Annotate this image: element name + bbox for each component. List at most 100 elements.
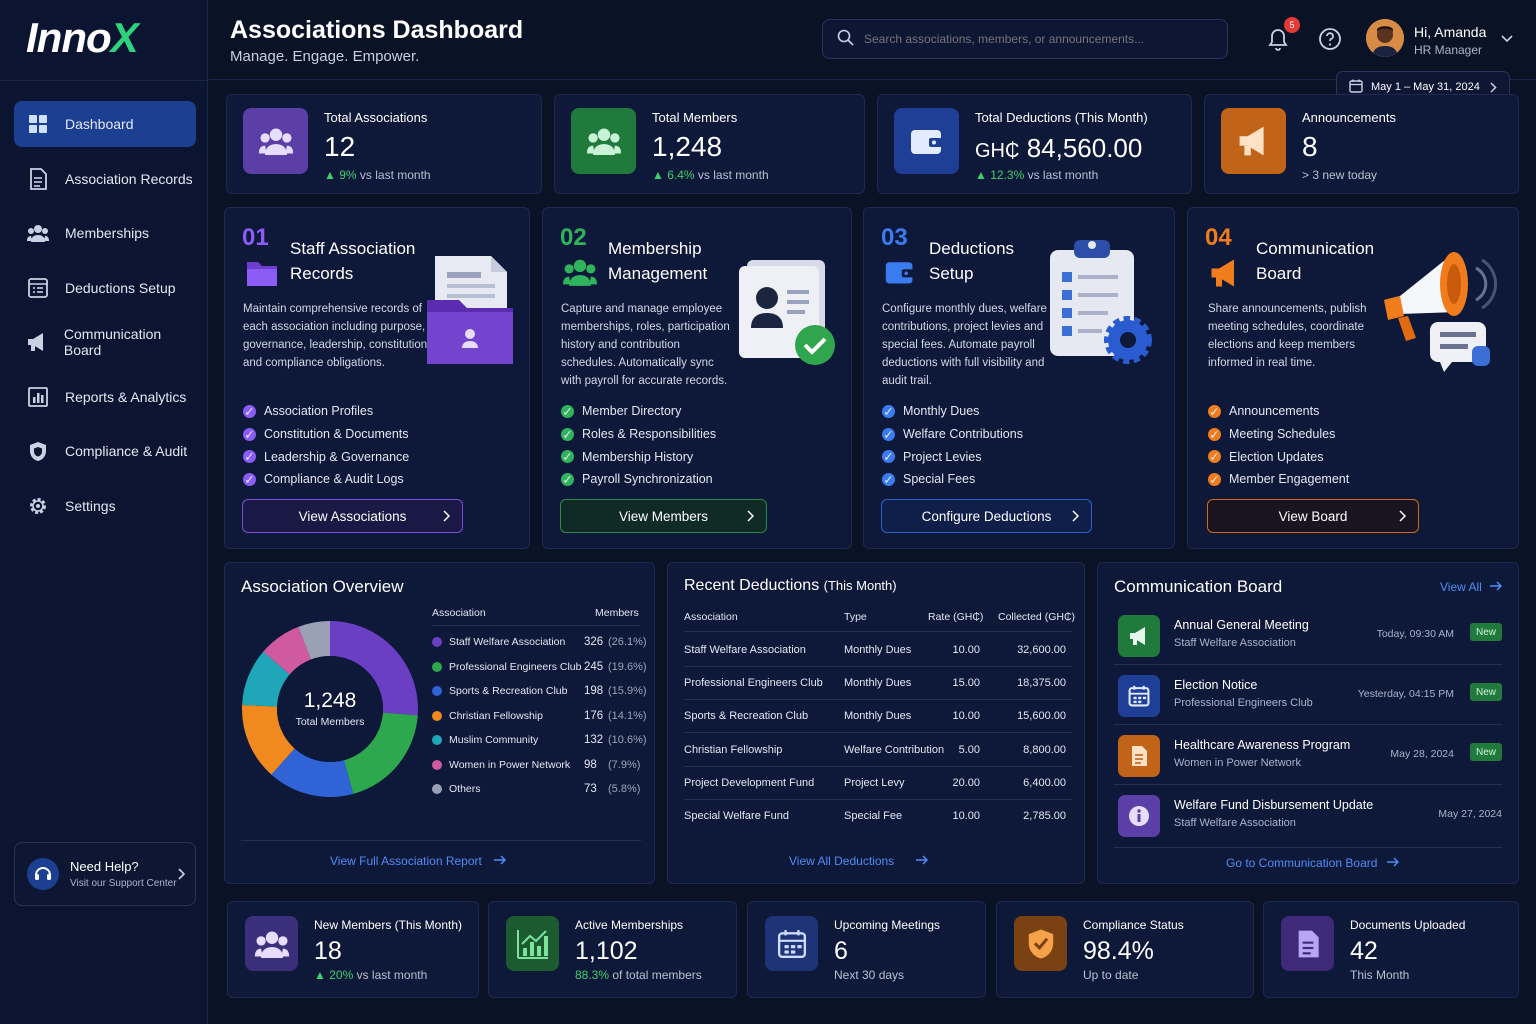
sidebar-item-memberships[interactable]: Memberships: [14, 210, 196, 256]
cell-rate: 10.00: [952, 644, 980, 656]
donut-hole: [277, 656, 383, 762]
sidebar-item-deductions-setup[interactable]: Deductions Setup: [14, 265, 196, 311]
list-item[interactable]: Annual General Meeting Staff Welfare Ass…: [1114, 605, 1502, 665]
sidebar-item-communication-board[interactable]: Communication Board: [14, 319, 196, 365]
stat-card-total-associations[interactable]: Total Associations 12 ▲ 9% vs last month: [226, 94, 542, 194]
cell-collected: 15,600.00: [1017, 710, 1066, 723]
stat-change: > 3 new today: [1302, 168, 1378, 182]
cell-type: Monthly Dues: [844, 644, 912, 656]
check-icon: ✓: [243, 427, 256, 442]
app-logo[interactable]: InnoX: [26, 14, 139, 61]
chevron-right-icon: [443, 510, 451, 525]
date-range-label: May 1 – May 31, 2024: [1371, 81, 1480, 93]
user-name[interactable]: Hi, Amanda: [1414, 24, 1487, 40]
avatar[interactable]: [1366, 19, 1404, 57]
sidebar-item-label: Memberships: [65, 225, 150, 241]
view-full-report-link[interactable]: View Full Association Report: [330, 854, 507, 868]
list-item: ✓ Compliance & Audit Logs: [243, 472, 404, 487]
column-header-collected: Collected (GH₵): [998, 611, 1076, 623]
list-item[interactable]: Election Notice Professional Engineers C…: [1114, 665, 1502, 725]
donut-slice[interactable]: [242, 651, 290, 707]
legend-item[interactable]: Muslim Community 132 (10.6%): [432, 728, 647, 753]
stat-change: ▲ 6.4% vs last month: [652, 168, 769, 182]
table-row[interactable]: Sports & Recreation Club Monthly Dues 10.0…: [684, 700, 1072, 734]
cell-association: Staff Welfare Association: [684, 644, 806, 656]
chevron-down-icon[interactable]: [1501, 30, 1513, 48]
feature-list: ✓ Association Profiles ✓ Constitution & Do…: [243, 400, 409, 491]
sidebar-item-compliance-audit[interactable]: Compliance & Audit: [14, 428, 196, 474]
wallet-icon: [894, 108, 959, 174]
legend-item[interactable]: Professional Engineers Club 245 (19.6%): [432, 655, 647, 680]
legend-percent: (14.1%): [608, 709, 647, 722]
donut-slice[interactable]: [298, 621, 330, 660]
legend-item[interactable]: Staff Welfare Association 326 (26.1%): [432, 630, 647, 655]
legend-item[interactable]: Women in Power Network 98 (7.9%): [432, 753, 642, 778]
cell-rate: 15.00: [952, 677, 980, 690]
list-item: ✓ Member Engagement: [1208, 472, 1350, 487]
stat-card-compliance-status[interactable]: Compliance Status 98.4% Up to date: [996, 901, 1254, 998]
stat-card-documents-uploaded[interactable]: Documents Uploaded 42 This Month: [1263, 901, 1519, 998]
panel-title: Communication Board: [1114, 577, 1283, 596]
legend-item[interactable]: Christian Fellowship 176 (14.1%): [432, 704, 647, 729]
view-associations-button[interactable]: View Associations: [242, 499, 463, 533]
stat-change: 88.3% of total members: [575, 968, 702, 982]
table-row[interactable]: Staff Welfare Association Monthly Dues 10.…: [684, 634, 1072, 667]
stat-card-total-members[interactable]: Total Members 1,248 ▲ 6.4% vs last month: [554, 94, 865, 194]
feature-list: ✓ Member Directory ✓ Roles & Responsibilit…: [561, 400, 716, 491]
legend-percent: (7.9%): [608, 758, 641, 771]
view-all-deductions-link[interactable]: View All Deductions: [789, 854, 929, 868]
check-icon: ✓: [243, 404, 256, 419]
calendar-icon: [1349, 79, 1363, 96]
column-header-association: Association: [684, 611, 738, 623]
help-card[interactable]: Need Help? Visit our Support Center: [14, 842, 196, 906]
legend-item[interactable]: Others 73 (5.8%): [432, 777, 642, 802]
go-to-communication-board-link[interactable]: Go to Communication Board: [1226, 856, 1400, 870]
check-icon: ✓: [561, 404, 574, 419]
search-input[interactable]: [864, 32, 1204, 46]
column-header-type: Type: [844, 611, 867, 623]
cell-association: Professional Engineers Club: [684, 677, 823, 690]
cell-type: Special Fee: [844, 810, 903, 822]
list-item[interactable]: Healthcare Awareness Program Women in Po…: [1114, 725, 1502, 785]
donut-slice[interactable]: [271, 748, 354, 797]
donut-slice[interactable]: [330, 621, 418, 716]
stat-card-active-memberships[interactable]: Active Memberships 1,102 88.3% of total …: [488, 901, 737, 998]
legend-swatch: [432, 759, 442, 770]
donut-slice[interactable]: [343, 712, 418, 794]
stat-card-announcements[interactable]: Announcements 8 > 3 new today: [1204, 94, 1519, 194]
stat-label: Upcoming Meetings: [834, 918, 941, 932]
list-item: ✓ Member Directory: [561, 404, 682, 419]
table-row[interactable]: Professional Engineers Club Monthly Dues 1…: [684, 667, 1072, 701]
legend-label: Christian Fellowship: [449, 709, 543, 722]
sidebar-item-association-records[interactable]: Association Records: [14, 156, 196, 202]
view-all-link[interactable]: View All: [1440, 580, 1503, 594]
feature-title: Staff Association Records: [290, 239, 416, 283]
configure-deductions-button[interactable]: Configure Deductions: [881, 499, 1092, 533]
stat-card-upcoming-meetings[interactable]: Upcoming Meetings 6 Next 30 days: [747, 901, 986, 998]
chart-icon: [26, 385, 50, 409]
legend-item[interactable]: Sports & Recreation Club 198 (15.9%): [432, 679, 647, 704]
table-row[interactable]: Special Welfare Fund Special Fee 10.00 2,78…: [684, 800, 1072, 833]
stat-value: 42: [1350, 937, 1378, 965]
stat-subtext: Up to date: [1083, 968, 1139, 982]
help-icon[interactable]: [1318, 27, 1342, 56]
table-row[interactable]: Project Development Fund Project Levy 20.0…: [684, 767, 1072, 800]
table-row[interactable]: Christian Fellowship Welfare Contribution…: [684, 734, 1072, 767]
sidebar-item-reports-analytics[interactable]: Reports & Analytics: [14, 374, 196, 420]
sidebar-item-settings[interactable]: Settings: [14, 483, 196, 529]
donut-slice[interactable]: [242, 705, 295, 775]
donut-slice[interactable]: [263, 626, 311, 675]
search-bar[interactable]: [822, 19, 1228, 59]
stat-card-new-members[interactable]: New Members (This Month) 18 ▲ 20% vs las…: [227, 901, 479, 998]
list-item[interactable]: Welfare Fund Disbursement Update Staff W…: [1114, 785, 1502, 845]
bell-icon[interactable]: [1266, 26, 1290, 57]
cell-association: Special Welfare Fund: [684, 810, 789, 822]
view-board-button[interactable]: View Board: [1207, 499, 1419, 533]
legend-swatch: [432, 735, 442, 746]
view-members-button[interactable]: View Members: [560, 499, 767, 533]
stat-card-total-deductions[interactable]: Total Deductions (This Month) GH₵ 84,560…: [877, 94, 1192, 194]
legend-percent: (10.6%): [608, 734, 647, 747]
megaphone-chat-icon: [1378, 248, 1498, 378]
folder-icon: [245, 258, 279, 293]
sidebar-item-dashboard[interactable]: Dashboard: [14, 101, 196, 147]
